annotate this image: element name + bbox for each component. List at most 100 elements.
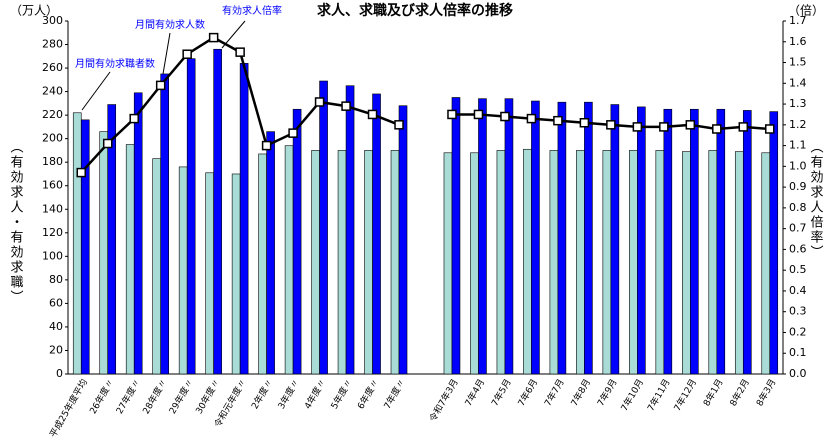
x-tick-label: 29年度〃 [166, 377, 196, 416]
bar [284, 145, 294, 375]
y2-tick-label: 1.2 [789, 118, 807, 131]
y2-tick-label: 0.3 [789, 305, 807, 318]
bar [769, 111, 779, 375]
bar [629, 150, 638, 375]
bar [205, 172, 214, 375]
line-marker [712, 124, 722, 134]
bar [80, 119, 90, 375]
bar [610, 104, 620, 375]
bar [496, 150, 506, 375]
bar [584, 101, 593, 375]
bar [742, 110, 752, 375]
bar [451, 97, 461, 375]
y-tick-label: 140 [42, 202, 63, 215]
y2-tick-label: 0.7 [789, 222, 807, 235]
x-tick-label: 28年度〃 [140, 377, 170, 416]
x-tick-label: 7年5月 [489, 377, 514, 409]
y2-tick-label: 0.0 [789, 367, 807, 380]
y2-tick-label: 1.7 [789, 14, 807, 27]
bar [239, 63, 249, 375]
bar [734, 151, 744, 375]
x-tick-label: 7年10月 [618, 377, 646, 413]
x-tick-label: 30年度〃 [193, 377, 223, 416]
y2-tick-label: 0.8 [789, 201, 807, 214]
bar [390, 150, 400, 375]
line-marker [606, 120, 616, 130]
y2-tick-label: 0.5 [789, 263, 807, 276]
x-tick-label: 8年1月 [700, 377, 725, 409]
bar [655, 150, 665, 375]
x-tick-label: 7年4月 [462, 377, 487, 409]
bar [99, 131, 109, 375]
bar [557, 101, 567, 375]
bar [576, 150, 585, 375]
y-tick-label: 280 [42, 38, 63, 51]
bar [178, 166, 188, 375]
line-marker [473, 109, 484, 120]
y-tick-label: 60 [49, 296, 63, 309]
y-tick-label: 120 [42, 226, 63, 239]
y2-tick-label: 0.1 [789, 346, 807, 359]
annotation: 月間有効求職者数 [75, 57, 155, 70]
x-tick-label: 7年7月 [542, 377, 567, 409]
annotation: 有効求人倍率 [222, 4, 282, 17]
bar [470, 152, 479, 375]
y-tick-label: 80 [49, 273, 63, 286]
chart-title: 求人、求職及び求人倍率の推移 [317, 2, 513, 19]
bar [364, 150, 373, 375]
y-tick-label: 40 [49, 320, 63, 333]
bar [663, 108, 673, 375]
line-marker [553, 115, 563, 126]
bar [761, 152, 771, 375]
x-tick-label: 8年3月 [753, 377, 778, 409]
x-tick-label: 7年12月 [671, 377, 699, 413]
x-tick-label: 26年度〃 [87, 377, 117, 416]
bar [523, 148, 532, 375]
bar [186, 58, 196, 375]
bar [125, 144, 135, 375]
leader-line [81, 71, 111, 111]
y-tick-label: 20 [49, 343, 63, 356]
line-marker [155, 80, 166, 91]
x-tick-label: 7年11月 [645, 377, 673, 413]
x-tick-label: 令和7年3月 [427, 377, 461, 424]
y-tick-label: 180 [42, 155, 63, 168]
bar [258, 153, 267, 375]
y2-tick-label: 0.4 [789, 284, 807, 297]
x-tick-label: 7年6月 [515, 377, 540, 409]
bar [292, 108, 302, 375]
y2-tick-label: 1.6 [789, 35, 807, 48]
y-tick-label: 240 [42, 85, 63, 98]
leader-line [162, 32, 171, 75]
line-marker [447, 109, 457, 120]
bar [682, 151, 691, 375]
x-tick-label: 3年度〃 [275, 377, 302, 411]
bar [690, 108, 699, 375]
bar [311, 150, 320, 375]
line-marker [341, 101, 351, 111]
x-tick-label: 7年8月 [568, 377, 593, 409]
y-tick-label: 100 [42, 249, 63, 262]
line-marker [579, 117, 590, 128]
x-tick-label: 4年度〃 [302, 377, 329, 411]
line-marker [367, 109, 378, 120]
y-axis-label: （有効求人・有効求職） [8, 140, 24, 305]
y-tick-label: 160 [42, 179, 63, 192]
y2-tick-label: 1.1 [789, 139, 807, 152]
y2-tick-label: 1.3 [789, 97, 807, 110]
line-marker [102, 138, 113, 149]
bar [337, 150, 347, 375]
y-unit: （万人） [10, 4, 58, 18]
y2-tick-label: 1.5 [789, 56, 807, 69]
bar [602, 150, 612, 375]
line-marker [314, 97, 325, 107]
y2-axis-label: （有効求人倍率） [808, 140, 824, 260]
bar [213, 48, 222, 375]
annotation: 月間有効求人数 [135, 18, 205, 31]
x-tick-label: 2年度〃 [249, 377, 276, 411]
line-marker [632, 122, 643, 132]
bar [443, 152, 453, 375]
line-marker [76, 167, 86, 178]
line-marker [526, 113, 537, 124]
